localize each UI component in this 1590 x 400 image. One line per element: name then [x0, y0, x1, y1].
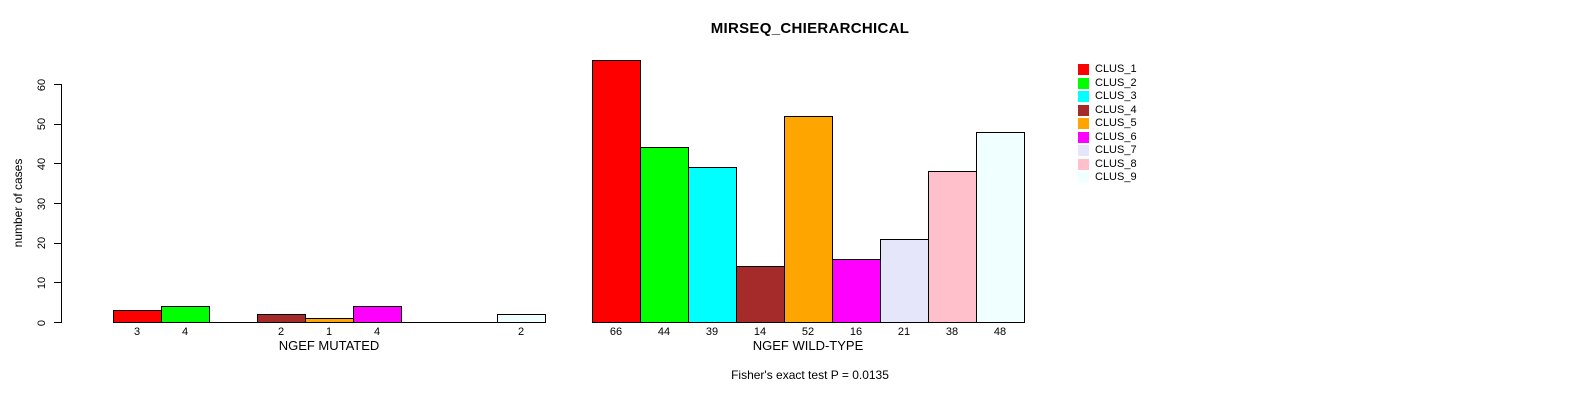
x-axis-label-ngef-wild-type: NGEF WILD-TYPE: [752, 338, 864, 353]
legend-swatch: [1078, 91, 1089, 103]
y-axis-title: number of cases: [11, 158, 25, 248]
bar-value-label: 2: [517, 326, 525, 338]
legend-item: CLUS_2: [1078, 77, 1137, 91]
legend-label: CLUS_3: [1095, 90, 1137, 102]
legend-label: CLUS_4: [1095, 103, 1137, 116]
legend-label: CLUS_6: [1095, 130, 1137, 143]
legend-item: CLUS_6: [1078, 131, 1137, 145]
legend-label: CLUS_9: [1095, 171, 1137, 183]
bar: [976, 132, 1025, 323]
x-axis-label-ngef-mutated: NGEF MUTATED: [278, 338, 380, 353]
bar-value-label: 2: [277, 326, 285, 338]
legend-swatch: [1078, 172, 1089, 184]
bar-value-label: 21: [897, 326, 911, 338]
bar-value-label: 1: [325, 326, 333, 338]
bar-value-label: 66: [609, 326, 623, 338]
y-tick: [54, 163, 62, 165]
bar: [161, 306, 210, 323]
bar-value-label: 48: [993, 326, 1007, 338]
legend-item: CLUS_9: [1078, 171, 1137, 185]
legend-item: CLUS_5: [1078, 117, 1137, 131]
bar: [592, 60, 641, 323]
legend-label: CLUS_2: [1095, 76, 1137, 89]
legend-swatch: [1078, 104, 1089, 116]
y-tick-label: 20: [36, 237, 48, 250]
bar-value-label: 16: [849, 326, 863, 338]
bar: [257, 314, 306, 323]
bar: [928, 171, 977, 323]
legend-swatch: [1078, 77, 1089, 89]
legend-swatch: [1078, 64, 1089, 76]
bar-value-label: 4: [181, 326, 189, 338]
legend-item: CLUS_8: [1078, 158, 1137, 172]
bar-zero: [209, 322, 258, 323]
bar: [640, 147, 689, 323]
legend-item: CLUS_3: [1078, 90, 1137, 104]
y-tick: [54, 123, 62, 125]
legend-item: CLUS_4: [1078, 104, 1137, 118]
bar-value-label: 39: [705, 326, 719, 338]
bar-value-label: 38: [945, 326, 959, 338]
bar-zero: [449, 322, 498, 323]
legend-label: CLUS_5: [1095, 117, 1137, 129]
bar: [688, 167, 737, 323]
bar-value-label: 52: [801, 326, 815, 338]
bar-value-label: 4: [373, 326, 381, 338]
bar-value-label: 3: [133, 326, 141, 338]
legend-label: CLUS_7: [1095, 144, 1137, 156]
y-tick: [54, 242, 62, 244]
y-tick: [54, 84, 62, 85]
legend-swatch: [1078, 145, 1089, 157]
legend-label: CLUS_8: [1095, 157, 1137, 170]
y-tick-label: 50: [36, 118, 48, 131]
annotation-fisher-test: Fisher's exact test P = 0.0135: [731, 368, 889, 382]
legend-swatch: [1078, 131, 1089, 143]
bar: [305, 318, 354, 323]
bar-value-label: 14: [753, 326, 767, 338]
bar: [880, 239, 929, 323]
y-tick-label: 30: [36, 197, 48, 210]
legend-item: CLUS_1: [1078, 63, 1137, 77]
y-tick-label: 60: [36, 78, 48, 91]
legend-swatch: [1078, 118, 1089, 130]
bar: [832, 259, 881, 323]
y-tick-label: 10: [36, 276, 48, 289]
bar: [353, 306, 402, 323]
bar: [113, 310, 162, 323]
chart-title: MIRSEQ_CHIERARCHICAL: [710, 20, 910, 37]
bar: [784, 116, 833, 323]
legend-item: CLUS_7: [1078, 144, 1137, 158]
y-tick-label: 0: [36, 319, 48, 326]
y-tick-label: 40: [36, 157, 48, 170]
bar-zero: [401, 322, 450, 323]
legend: CLUS_1 CLUS_2 CLUS_3 CLUS_4 CLUS_5 CLUS_6 CLUS…: [1078, 63, 1137, 185]
bar: [497, 314, 546, 323]
legend-label: CLUS_1: [1095, 63, 1137, 75]
bar: [736, 266, 785, 323]
y-tick: [54, 322, 62, 323]
legend-swatch: [1078, 158, 1089, 170]
bar-value-label: 44: [657, 326, 671, 338]
y-tick: [54, 282, 62, 284]
y-tick: [54, 203, 62, 204]
